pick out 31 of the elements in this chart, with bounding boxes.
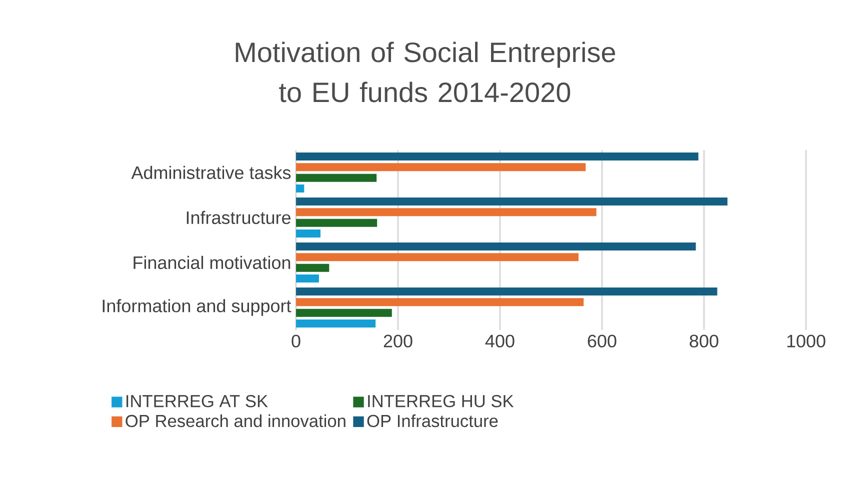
legend-label: INTERREG AT SK bbox=[126, 394, 268, 408]
legend-label: INTERREG HU SK bbox=[368, 394, 514, 408]
bar bbox=[296, 264, 330, 272]
bar bbox=[296, 253, 579, 262]
y-tick-label: Financial motivation bbox=[134, 256, 290, 270]
bar bbox=[296, 287, 718, 296]
bar bbox=[296, 229, 320, 238]
chart-title: Motivation of Social Entreprise to EU funds 2014-2020 bbox=[236, 42, 616, 102]
bar bbox=[296, 197, 728, 206]
x-tick-label: 200 bbox=[384, 334, 412, 348]
x-tick-label: 600 bbox=[588, 334, 616, 348]
legend-label: OP Infrastructure bbox=[367, 414, 498, 428]
bar bbox=[296, 208, 596, 216]
y-tick-label: Administrative tasks bbox=[131, 166, 291, 180]
bar bbox=[296, 274, 319, 282]
x-tick-label: 0 bbox=[292, 334, 300, 348]
bar bbox=[296, 184, 304, 192]
bar bbox=[296, 242, 696, 250]
x-tick-label: 400 bbox=[485, 334, 514, 348]
bar bbox=[296, 218, 378, 227]
legend-label: OP Research and innovation bbox=[126, 414, 346, 428]
bar bbox=[296, 174, 377, 182]
x-tick-label: 1000 bbox=[787, 334, 826, 348]
bar bbox=[296, 298, 584, 306]
y-tick-label: Information and support bbox=[102, 299, 292, 316]
y-tick-label: Infrastructure bbox=[186, 210, 290, 224]
bar bbox=[296, 319, 376, 328]
bar bbox=[296, 152, 698, 160]
bar bbox=[296, 308, 392, 317]
bar bbox=[296, 163, 586, 172]
x-tick-label: 800 bbox=[690, 334, 718, 348]
